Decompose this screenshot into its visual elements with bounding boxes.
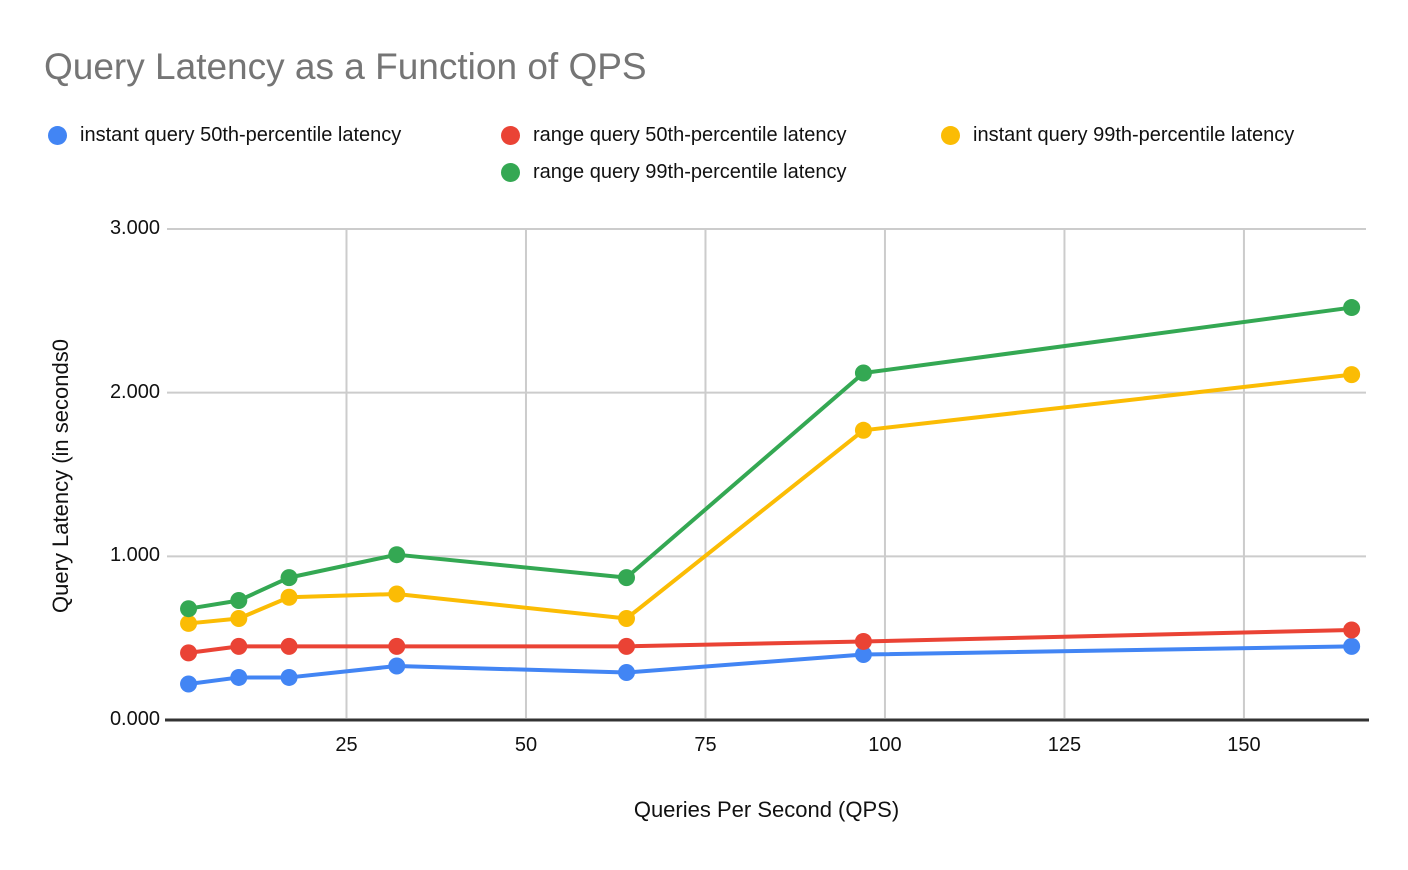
- series-point-1-4: [617, 637, 635, 655]
- legend-item-range-50th: range query 50th-percentile latency: [501, 122, 847, 148]
- legend-swatch-icon: [941, 125, 960, 145]
- series-point-2-4: [617, 610, 635, 628]
- series-point-3-0: [180, 600, 198, 618]
- series-point-1-1: [230, 637, 248, 655]
- series-point-2-2: [280, 588, 298, 606]
- legend-item-range-99th: range query 99th-percentile latency: [501, 159, 847, 185]
- series-point-1-5: [854, 632, 872, 650]
- series-point-0-3: [388, 657, 406, 675]
- series-line-3: [186, 305, 1354, 611]
- series-point-2-0: [180, 614, 198, 632]
- series-point-0-6: [1343, 637, 1361, 655]
- y-tick-label: 3.000: [109, 217, 160, 239]
- series-point-3-3: [388, 546, 406, 564]
- x-tick-label: 100: [868, 734, 902, 756]
- series-point-0-4: [617, 664, 635, 682]
- legend-label: instant query 50th-percentile latency: [80, 123, 402, 146]
- legend-item-instant-50th: instant query 50th-percentile latency: [48, 122, 401, 148]
- legend-label: instant query 99th-percentile latency: [973, 123, 1295, 146]
- series-point-0-0: [180, 675, 198, 693]
- series-line-2: [186, 372, 1354, 626]
- y-tick-label: 2.000: [109, 380, 160, 403]
- series-point-1-2: [280, 637, 298, 655]
- chart-title: Query Latency as a Function of QPS: [44, 46, 647, 87]
- x-tick-label: 125: [1047, 734, 1082, 756]
- series-point-2-1: [230, 610, 248, 628]
- y-tick-label: 1.000: [109, 544, 160, 567]
- y-axis-title: Query Latency (in seconds0: [48, 339, 73, 613]
- series-point-0-5: [854, 646, 872, 664]
- series-point-3-6: [1343, 299, 1361, 317]
- series-point-3-1: [230, 592, 248, 610]
- y-tick-label: 0.000: [109, 708, 160, 730]
- x-tick-label: 75: [694, 734, 717, 756]
- x-tick-label: 25: [335, 734, 358, 756]
- legend-label: range query 99th-percentile latency: [533, 160, 847, 183]
- series-point-1-0: [180, 644, 198, 662]
- x-tick-label: 150: [1227, 734, 1261, 756]
- legend-label: range query 50th-percentile latency: [533, 123, 847, 146]
- series-point-1-3: [388, 637, 406, 655]
- series-line-0: [186, 644, 1354, 686]
- series-point-3-2: [280, 569, 298, 587]
- series-point-2-6: [1343, 366, 1361, 384]
- series-point-3-5: [854, 364, 872, 382]
- legend-swatch-icon: [501, 125, 520, 145]
- legend-swatch-icon: [48, 125, 67, 145]
- legend-swatch-icon: [501, 162, 520, 182]
- series-point-2-3: [388, 585, 406, 603]
- series-point-2-5: [854, 421, 872, 439]
- legend-item-instant-99th: instant query 99th-percentile latency: [941, 122, 1294, 148]
- x-axis-title: Queries Per Second (QPS): [633, 797, 900, 822]
- series-point-1-6: [1343, 621, 1361, 639]
- series-point-3-4: [617, 569, 635, 587]
- series-point-0-2: [280, 668, 298, 686]
- x-tick-label: 50: [514, 734, 538, 756]
- series-point-0-1: [230, 668, 248, 686]
